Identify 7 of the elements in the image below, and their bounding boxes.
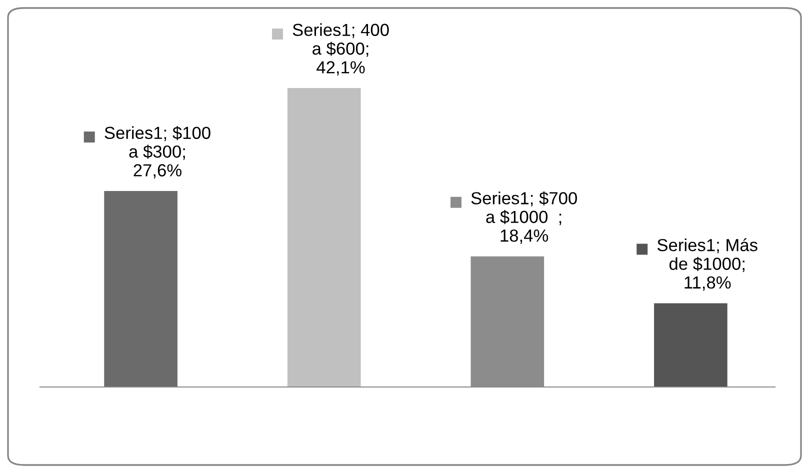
data-label: Series1; $100 a $300; 27,6% <box>104 126 210 178</box>
data-label: Series1; Más de $1000; 11,8% <box>657 238 758 291</box>
bar <box>104 190 178 387</box>
bar <box>654 303 728 387</box>
data-label: Series1; $700 a $1000 ; 18,4% <box>471 191 577 244</box>
bar <box>287 88 361 387</box>
data-label: Series1; 400 a $600; 42,1% <box>292 23 389 76</box>
